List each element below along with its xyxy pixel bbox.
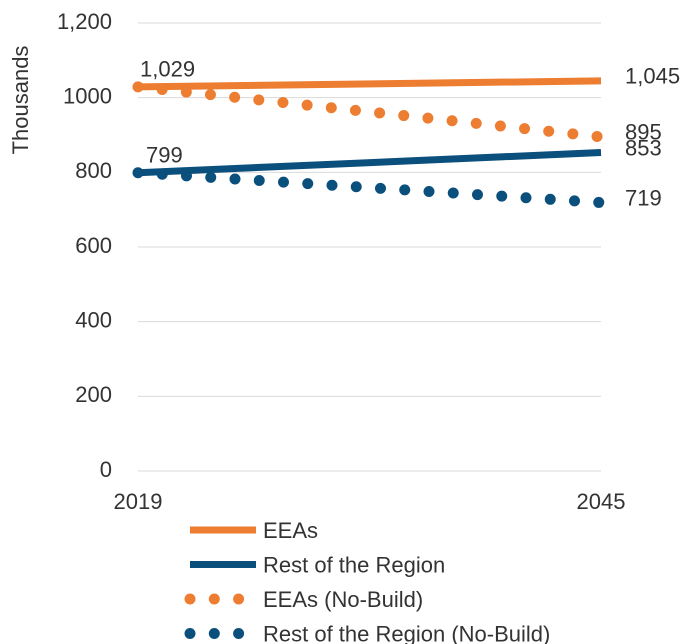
- y-axis-title: Thousands: [8, 46, 33, 155]
- x-tick-label: 2045: [577, 489, 626, 514]
- data-label: 1,029: [140, 57, 195, 82]
- data-label: 719: [625, 185, 662, 210]
- y-tick-label: 1000: [63, 83, 112, 108]
- y-tick-label: 400: [75, 307, 112, 332]
- legend-label: EEAs (No-Build): [263, 587, 423, 612]
- data-label: 895: [625, 120, 662, 145]
- x-tick-label: 2019: [114, 489, 163, 514]
- data-label: 853: [625, 135, 662, 160]
- data-label: 1,045: [625, 64, 680, 89]
- y-tick-label: 800: [75, 158, 112, 183]
- y-tick-label: 600: [75, 233, 112, 258]
- y-tick-label: 200: [75, 382, 112, 407]
- y-tick-label: 1,200: [57, 9, 112, 34]
- series-line: [132, 81, 607, 143]
- legend-label: Rest of the Region: [263, 552, 445, 577]
- series-line: [137, 77, 602, 91]
- series-line: [132, 167, 607, 209]
- y-tick-label: 0: [100, 457, 112, 482]
- legend-label: Rest of the Region (No-Build): [263, 621, 550, 644]
- legend-label: EEAs: [263, 518, 318, 543]
- data-label: 799: [146, 143, 183, 168]
- series-line: [137, 149, 602, 177]
